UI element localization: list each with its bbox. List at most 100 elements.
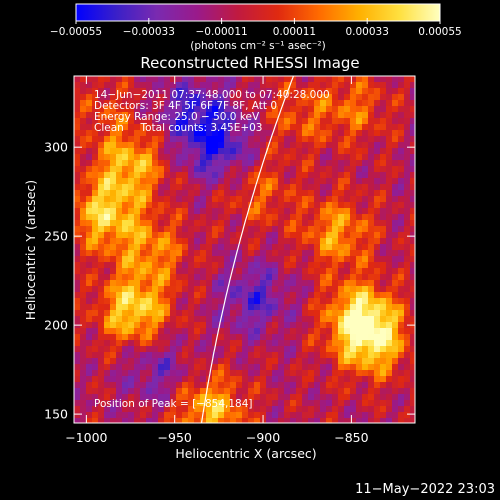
heatmap-cell — [230, 160, 237, 167]
heatmap-cell — [134, 142, 141, 149]
heatmap-cell — [158, 82, 165, 89]
heatmap-cell — [206, 100, 213, 107]
heatmap-cell — [194, 328, 201, 335]
heatmap-cell — [200, 172, 207, 179]
heatmap-cell — [236, 418, 243, 423]
heatmap-cell — [242, 298, 249, 305]
heatmap-cell — [212, 124, 219, 131]
heatmap-cell — [302, 250, 309, 257]
heatmap-cell — [110, 394, 117, 401]
heatmap-cell — [338, 322, 345, 329]
heatmap-cell — [206, 250, 213, 257]
heatmap-cell — [386, 88, 393, 95]
heatmap-cell — [80, 316, 87, 323]
heatmap-cell — [164, 358, 171, 365]
heatmap-cell — [188, 286, 195, 293]
heatmap-cell — [386, 340, 393, 347]
heatmap-cell — [368, 160, 375, 167]
heatmap-cell — [356, 184, 363, 191]
heatmap-cell — [392, 412, 399, 419]
heatmap-cell — [254, 124, 261, 131]
heatmap-cell — [290, 274, 297, 281]
heatmap-cell — [326, 358, 333, 365]
heatmap-cell — [122, 250, 129, 257]
heatmap-cell — [128, 340, 135, 347]
heatmap-cell — [266, 352, 273, 359]
heatmap-cell — [140, 292, 147, 299]
heatmap-cell — [296, 328, 303, 335]
heatmap-cell — [236, 142, 243, 149]
heatmap-cell — [254, 304, 261, 311]
heatmap-cell — [350, 190, 357, 197]
heatmap-cell — [182, 394, 189, 401]
heatmap-cell — [254, 268, 261, 275]
heatmap-cell — [134, 244, 141, 251]
heatmap-cell — [368, 178, 375, 185]
heatmap-cell — [224, 418, 231, 423]
heatmap-cell — [212, 418, 219, 423]
heatmap-cell — [290, 310, 297, 317]
heatmap-cell — [104, 244, 111, 251]
heatmap-cell — [188, 268, 195, 275]
heatmap-cell — [128, 214, 135, 221]
heatmap-cell — [368, 406, 375, 413]
heatmap-cell — [146, 136, 153, 143]
heatmap-cell — [350, 292, 357, 299]
heatmap-cell — [194, 346, 201, 353]
heatmap-cell — [110, 196, 117, 203]
info-line-time: 14−Jun−2011 07:37:48.000 to 07:40:28.000 — [94, 89, 330, 101]
heatmap-cell — [230, 250, 237, 257]
heatmap-cell — [272, 238, 279, 245]
heatmap-cell — [266, 412, 273, 419]
heatmap-cell — [332, 130, 339, 137]
heatmap-cell — [362, 292, 369, 299]
heatmap-cell — [116, 136, 123, 143]
heatmap-cell — [374, 184, 381, 191]
heatmap-cell — [290, 406, 297, 413]
heatmap-cell — [200, 256, 207, 263]
heatmap-cell — [350, 394, 357, 401]
heatmap-cell — [74, 376, 81, 383]
heatmap-cell — [98, 142, 105, 149]
heatmap-cell — [218, 214, 225, 221]
heatmap-cell — [386, 328, 393, 335]
heatmap-cell — [266, 346, 273, 353]
heatmap-cell — [218, 340, 225, 347]
heatmap-cell — [284, 178, 291, 185]
heatmap-cell — [170, 148, 177, 155]
heatmap-cell — [212, 208, 219, 215]
heatmap-cell — [146, 340, 153, 347]
heatmap-cell — [284, 352, 291, 359]
heatmap-cell — [230, 382, 237, 389]
heatmap-cell — [116, 100, 123, 107]
heatmap-cell — [188, 340, 195, 347]
heatmap-cell — [104, 142, 111, 149]
heatmap-cell — [104, 292, 111, 299]
heatmap-cell — [146, 178, 153, 185]
heatmap-cell — [242, 190, 249, 197]
heatmap-cell — [338, 280, 345, 287]
heatmap-cell — [218, 172, 225, 179]
heatmap-cell — [92, 94, 99, 101]
heatmap-cell — [116, 382, 123, 389]
heatmap-cell — [260, 292, 267, 299]
heatmap-cell — [404, 268, 411, 275]
heatmap-cell — [200, 226, 207, 233]
heatmap-cell — [368, 196, 375, 203]
heatmap-cell — [80, 226, 87, 233]
heatmap-cell — [392, 190, 399, 197]
heatmap-cell — [236, 358, 243, 365]
heatmap-cell — [356, 172, 363, 179]
heatmap-cell — [200, 376, 207, 383]
heatmap-cell — [170, 220, 177, 227]
heatmap-cell — [140, 256, 147, 263]
heatmap-cell — [272, 220, 279, 227]
heatmap-cell — [332, 340, 339, 347]
heatmap-cell — [260, 154, 267, 161]
heatmap-cell — [392, 232, 399, 239]
heatmap-cell — [326, 292, 333, 299]
heatmap-cell — [272, 346, 279, 353]
heatmap-cell — [116, 196, 123, 203]
heatmap-cell — [374, 364, 381, 371]
heatmap-cell — [116, 412, 123, 419]
